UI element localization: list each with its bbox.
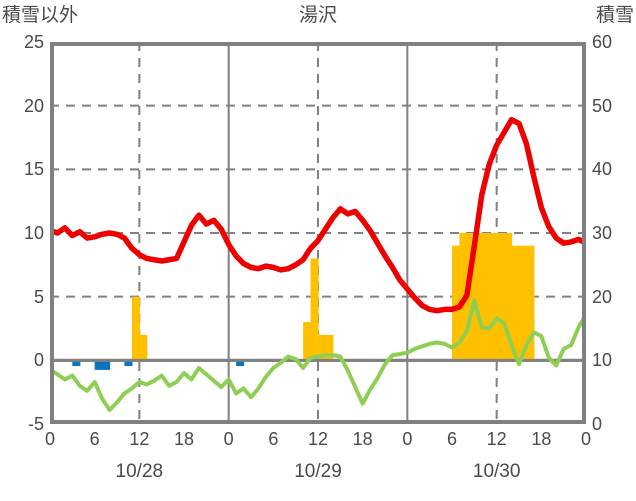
series-line <box>50 116 586 314</box>
left-axis-tick-label: 5 <box>33 286 44 307</box>
precipitation-bars <box>131 233 535 361</box>
x-axis-tick-label: 18 <box>352 429 373 449</box>
bar <box>325 334 334 361</box>
x-axis-tick-label: 0 <box>580 429 591 449</box>
bar <box>466 233 475 361</box>
x-axis-tick-label: 6 <box>268 429 279 449</box>
x-axis-tick-label: 18 <box>173 429 195 449</box>
x-axis-tick-label: 0 <box>223 429 234 449</box>
bar <box>236 360 245 367</box>
temperature-line <box>50 116 586 314</box>
bar <box>481 233 490 361</box>
x-axis-tick-label: 12 <box>486 429 507 449</box>
x-axis-tick-label: 6 <box>89 429 100 449</box>
x-axis-tick-label: 12 <box>307 429 329 449</box>
snowfall-bars <box>72 360 245 370</box>
right-axis-tick-label: 30 <box>592 223 613 243</box>
right-axis-title: 積雪 <box>595 5 634 26</box>
right-axis-tick-label: 50 <box>592 95 613 116</box>
x-axis-day-label: 10/28 <box>115 461 164 482</box>
plot-canvas <box>50 42 586 424</box>
bar <box>474 233 483 361</box>
x-axis-tick-label: 0 <box>402 429 413 449</box>
bar <box>318 334 327 361</box>
x-axis-day-label: 10/30 <box>472 461 521 482</box>
left-axis-tick-label: 0 <box>33 350 44 371</box>
bar <box>303 322 312 361</box>
bar <box>526 245 535 361</box>
bar <box>102 360 111 370</box>
left-axis-tick-label: 20 <box>23 95 44 116</box>
series-line <box>50 298 586 412</box>
x-axis-tick-label: 6 <box>446 429 457 449</box>
bar <box>489 233 498 361</box>
right-axis-tick-label: 10 <box>592 350 613 371</box>
bar <box>496 233 505 361</box>
right-axis-tick-label: 40 <box>592 159 613 180</box>
bar <box>124 360 133 367</box>
bar <box>139 334 148 361</box>
right-axis-tick-label: 0 <box>592 414 603 434</box>
left-axis-tick-label: 15 <box>23 159 44 180</box>
x-axis-tick-label: 12 <box>129 429 150 449</box>
bar <box>504 233 513 361</box>
x-axis-tick-label: 18 <box>531 429 552 449</box>
right-axis-tick-label: 20 <box>592 286 613 307</box>
bar <box>310 258 319 361</box>
left-axis-tick-label: -5 <box>27 414 44 434</box>
bar <box>511 245 520 361</box>
right-axis-tick-label: 60 <box>592 32 613 52</box>
bar <box>131 296 140 361</box>
page-title: 湯沢 <box>298 5 337 26</box>
bar <box>72 360 81 367</box>
green-series-line <box>50 298 586 412</box>
left-axis-tick-label: 25 <box>23 32 44 52</box>
left-axis-tick-label: 10 <box>23 223 44 243</box>
bar <box>452 245 461 361</box>
x-axis-day-label: 10/29 <box>294 461 342 482</box>
left-axis-title: 積雪以外 <box>2 5 79 26</box>
bar <box>94 360 103 370</box>
bar <box>519 245 528 361</box>
x-axis-tick-label: 0 <box>44 429 55 449</box>
